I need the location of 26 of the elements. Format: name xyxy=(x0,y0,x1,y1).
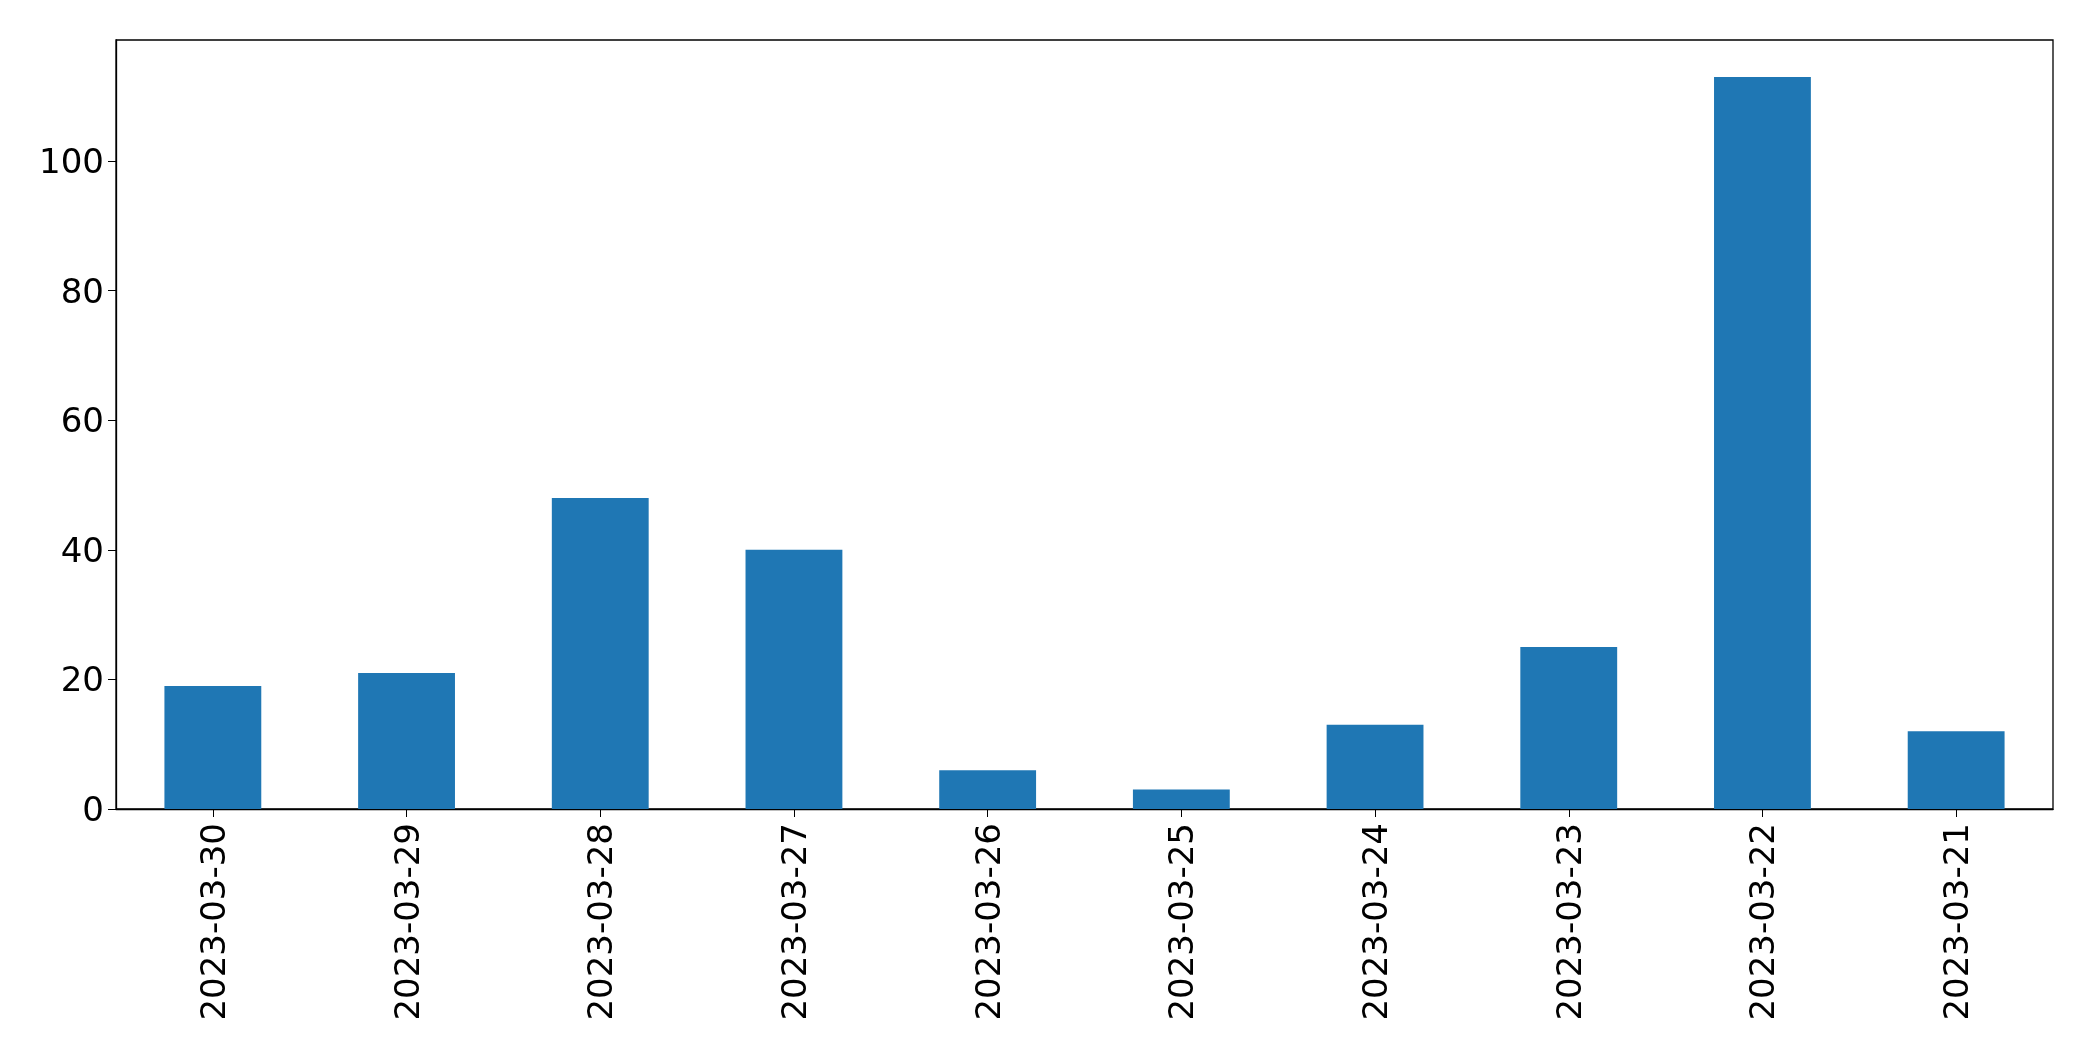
bar xyxy=(1520,647,1618,809)
y-tick-label: 20 xyxy=(60,659,104,700)
bar xyxy=(1326,724,1424,809)
x-tick-label: 2023-03-22 xyxy=(1742,823,1783,1021)
x-tick-label: 2023-03-21 xyxy=(1936,823,1977,1021)
x-tick-label: 2023-03-30 xyxy=(192,823,233,1021)
y-tick-label: 80 xyxy=(60,270,104,311)
y-tick-label: 100 xyxy=(39,141,104,182)
bar xyxy=(1132,789,1230,809)
bar xyxy=(551,498,649,809)
bar xyxy=(939,770,1037,809)
bar xyxy=(1907,731,2005,809)
y-tick-label: 60 xyxy=(60,400,104,441)
x-tick-label: 2023-03-27 xyxy=(773,823,814,1021)
bar xyxy=(745,549,843,809)
x-tick-label: 2023-03-28 xyxy=(580,823,621,1021)
y-tick-label: 40 xyxy=(60,529,104,570)
x-tick-label: 2023-03-26 xyxy=(967,823,1008,1021)
x-tick-label: 2023-03-25 xyxy=(1161,823,1202,1021)
x-tick-label: 2023-03-23 xyxy=(1548,823,1589,1021)
y-tick-label: 0 xyxy=(82,789,104,829)
x-tick-label: 2023-03-29 xyxy=(386,823,427,1021)
bar xyxy=(1714,76,1811,809)
bar xyxy=(358,672,455,809)
x-tick-label: 2023-03-24 xyxy=(1355,823,1396,1021)
bar xyxy=(164,685,262,809)
